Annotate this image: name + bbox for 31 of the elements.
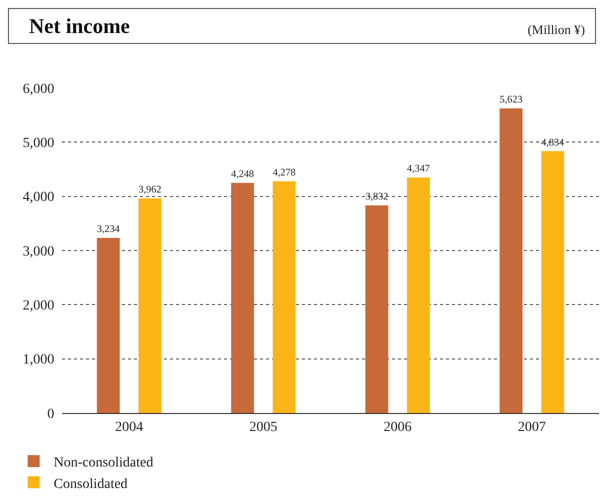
y-tick-label: 3,000 <box>22 244 54 260</box>
data-label: 4,248 <box>231 168 254 180</box>
bar <box>406 178 430 413</box>
x-tick-label: 2006 <box>384 420 412 435</box>
legend-label: Consolidated <box>54 476 128 492</box>
data-label: 3,832 <box>365 192 388 203</box>
bar <box>500 108 523 413</box>
y-tick-label: 6,000 <box>22 82 54 97</box>
y-tick-label: 5,000 <box>22 136 54 152</box>
bar <box>365 205 388 413</box>
bar <box>138 198 162 413</box>
data-label: 4,834 <box>541 137 564 148</box>
x-tick-label: 2004 <box>115 420 144 435</box>
bar <box>231 182 254 413</box>
data-label: 3,962 <box>138 184 162 196</box>
y-tick-label: 0 <box>47 406 54 422</box>
data-label: 4,347 <box>407 164 430 175</box>
text: (Million ¥) <box>528 22 585 38</box>
legend-label: Non-consolidated <box>54 456 154 471</box>
data-label: 4,278 <box>272 167 296 178</box>
data-label: 5,623 <box>500 94 522 106</box>
bar <box>541 151 564 413</box>
chart-title: Net income <box>29 14 130 39</box>
data-label: 3,234 <box>96 224 120 235</box>
bar <box>272 181 296 413</box>
y-tick-label: 4,000 <box>22 190 54 206</box>
y-tick-label: 2,000 <box>22 298 54 314</box>
bar <box>96 238 120 413</box>
y-tick-label: 1,000 <box>22 352 54 368</box>
x-tick-label: 2007 <box>518 420 546 435</box>
x-tick-label: 2005 <box>249 420 278 435</box>
